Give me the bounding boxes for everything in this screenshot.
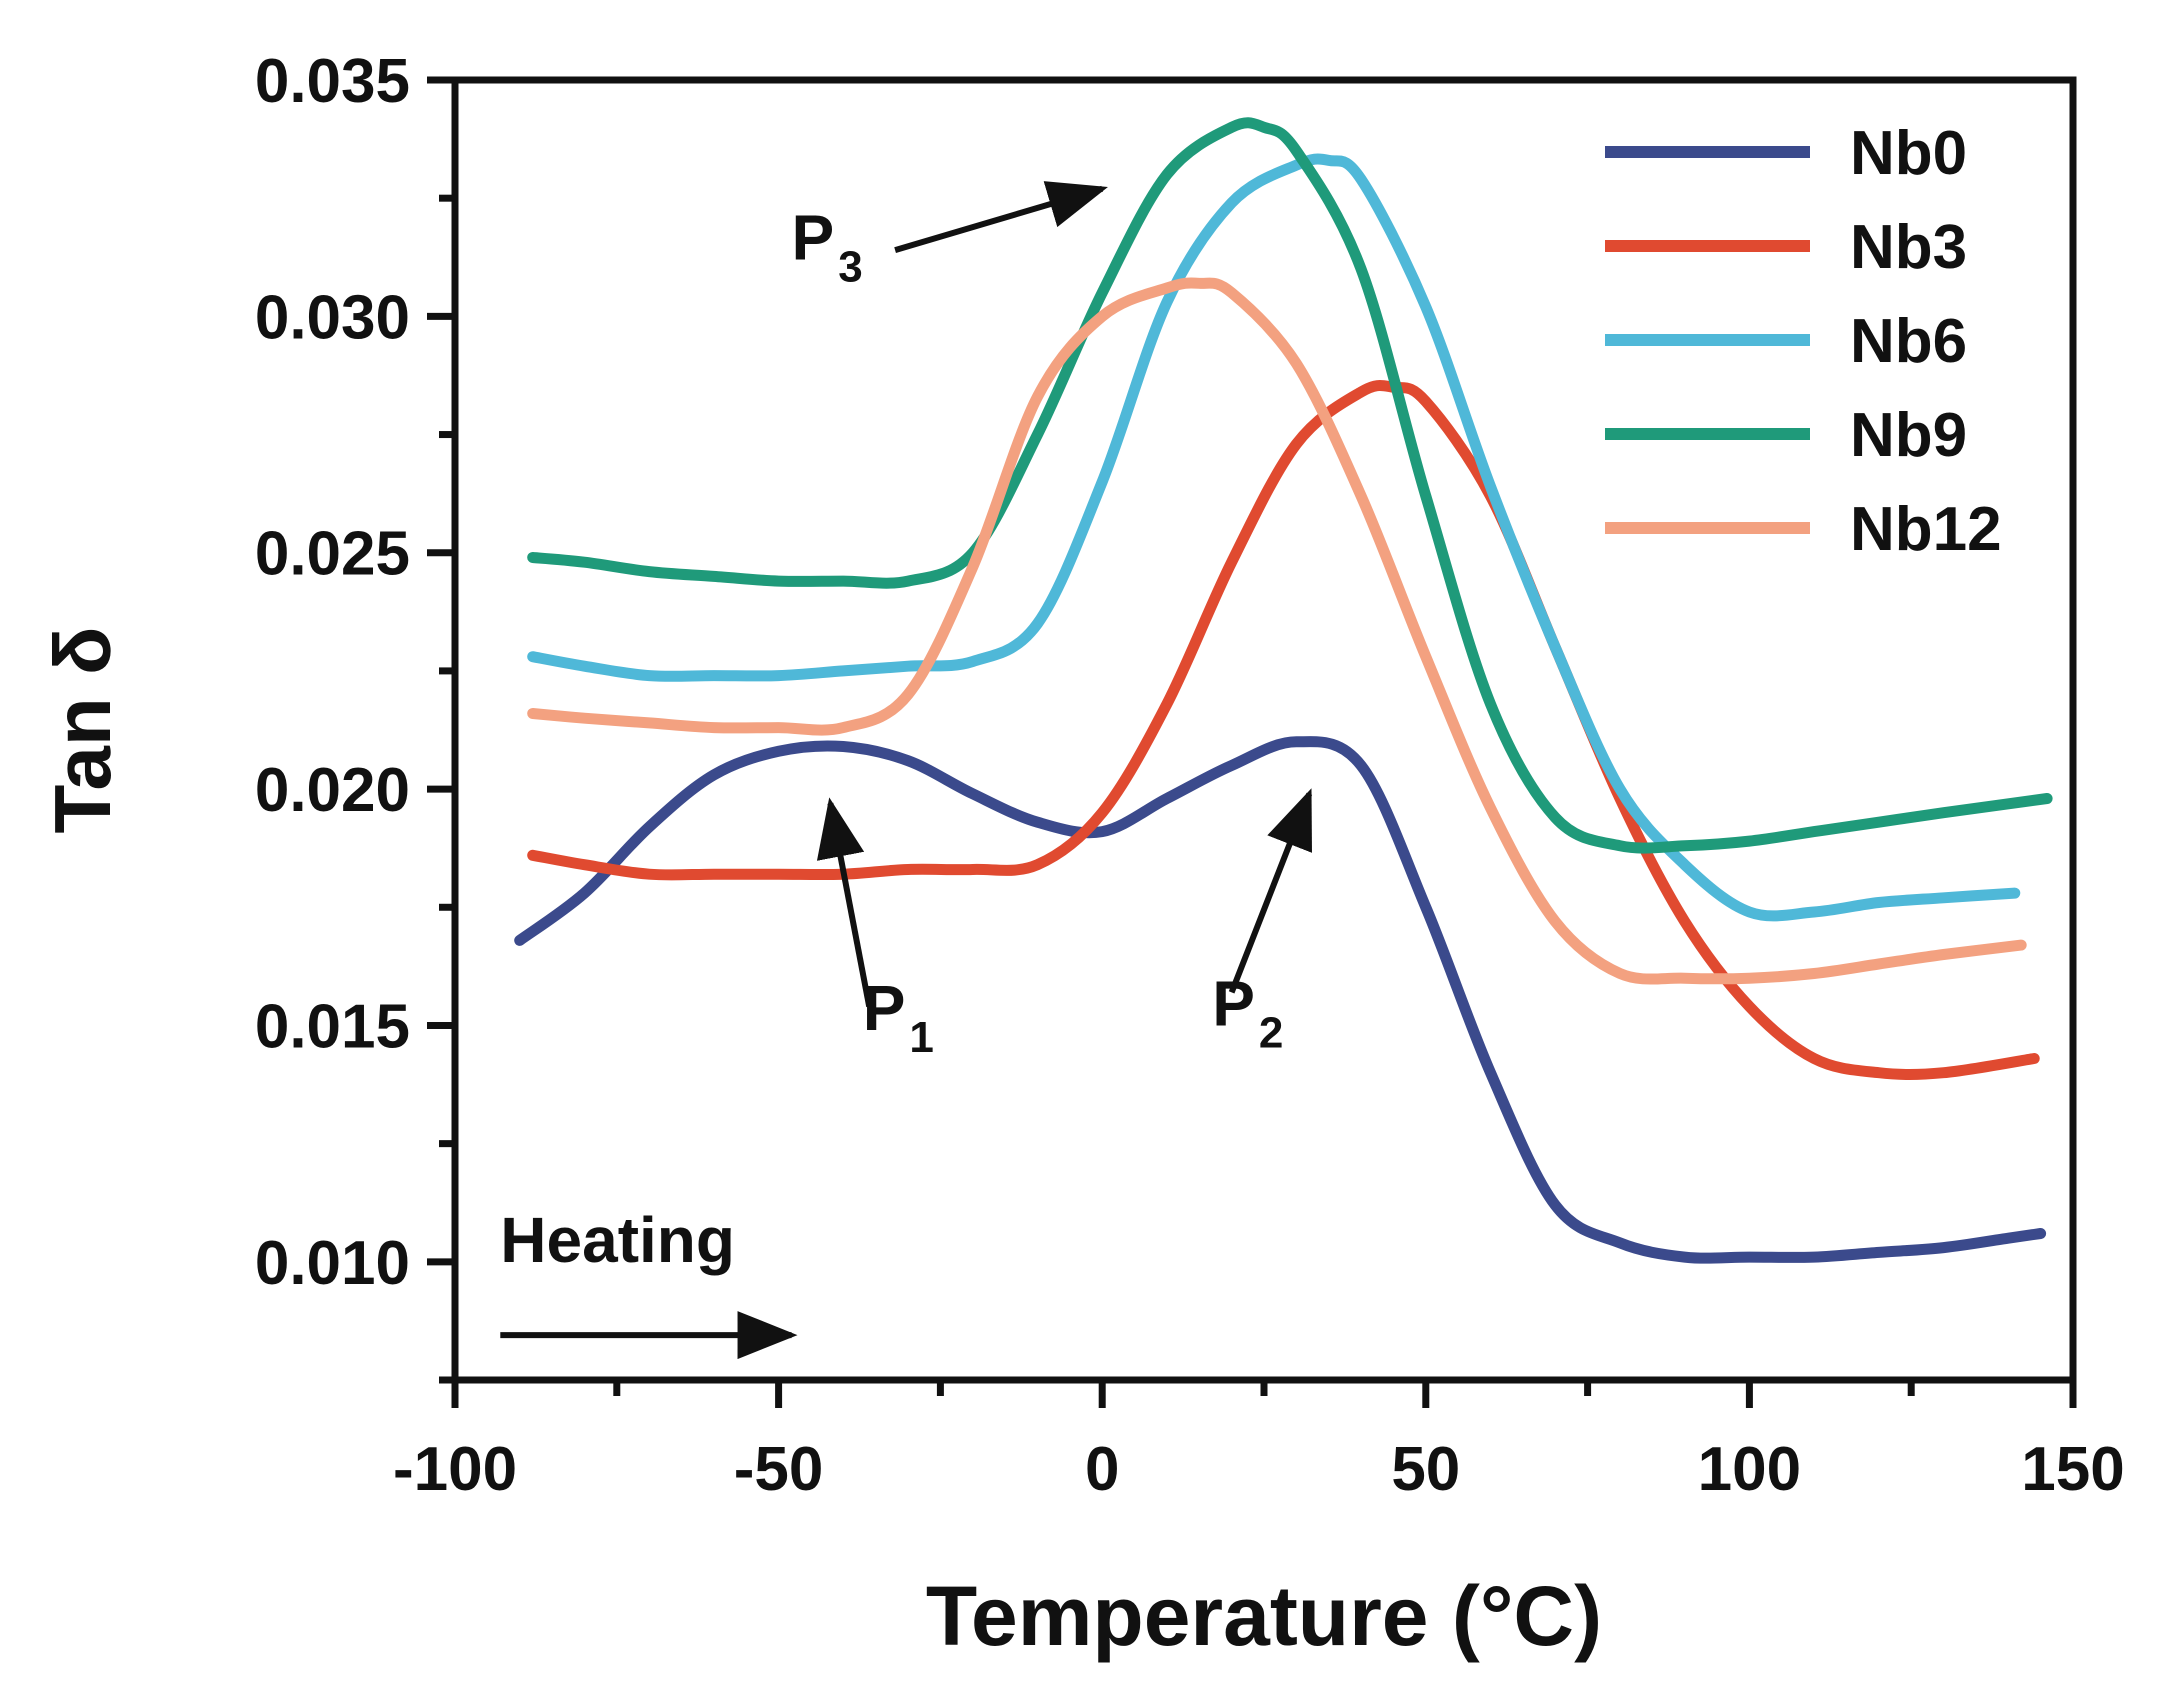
legend-label-nb3: Nb3 bbox=[1850, 213, 1967, 282]
annotation-label-p3: P3 bbox=[792, 202, 863, 292]
annotation-arrow-p3 bbox=[894, 181, 1108, 254]
y-tick-label: 0.015 bbox=[255, 992, 410, 1061]
y-axis-title: Tan δ bbox=[38, 626, 127, 833]
y-tick-label: 0.035 bbox=[255, 47, 410, 116]
series-layer bbox=[514, 117, 2053, 1264]
x-tick-label: 0 bbox=[1085, 1435, 1119, 1504]
series-line-nb12 bbox=[527, 277, 2027, 985]
x-tick-label: 150 bbox=[2021, 1435, 2124, 1504]
annotation-arrow-p1 bbox=[816, 797, 873, 1008]
series-line-nb3 bbox=[527, 379, 2040, 1080]
x-axis-title: Temperature (°C) bbox=[926, 1569, 1602, 1663]
annotation-label-heating: Heating bbox=[500, 1204, 735, 1276]
x-tick-label: -50 bbox=[734, 1435, 824, 1504]
tick-layer: -100 -50 0 50 100 150 0.010 0.015 0.020 0.025 0.03… bbox=[255, 47, 2125, 1504]
series-line-nb6 bbox=[527, 153, 2021, 922]
legend-label-nb9: Nb9 bbox=[1850, 401, 1967, 470]
series-line-nb9 bbox=[527, 117, 2053, 854]
annotation-layer: P1 P2 P3 Heating bbox=[500, 181, 1313, 1360]
x-tick-label: 100 bbox=[1698, 1435, 1801, 1504]
series-line-nb0 bbox=[514, 736, 2047, 1264]
y-tick-label: 0.030 bbox=[255, 283, 410, 352]
annotation-label-p2: P2 bbox=[1212, 967, 1283, 1057]
y-tick-label: 0.010 bbox=[255, 1229, 410, 1298]
legend-label-nb0: Nb0 bbox=[1850, 119, 1967, 188]
x-tick-label: -100 bbox=[393, 1435, 517, 1504]
legend-label-nb6: Nb6 bbox=[1850, 307, 1967, 376]
annotation-arrow-p2 bbox=[1228, 788, 1313, 994]
x-tick-label: 50 bbox=[1391, 1435, 1460, 1504]
y-tick-label: 0.020 bbox=[255, 756, 410, 825]
legend: Nb0 Nb3 Nb6 Nb9 Nb12 bbox=[1605, 119, 2002, 564]
legend-label-nb12: Nb12 bbox=[1850, 495, 2002, 564]
y-tick-label: 0.025 bbox=[255, 520, 410, 589]
annotation-label-p1: P1 bbox=[863, 972, 934, 1062]
